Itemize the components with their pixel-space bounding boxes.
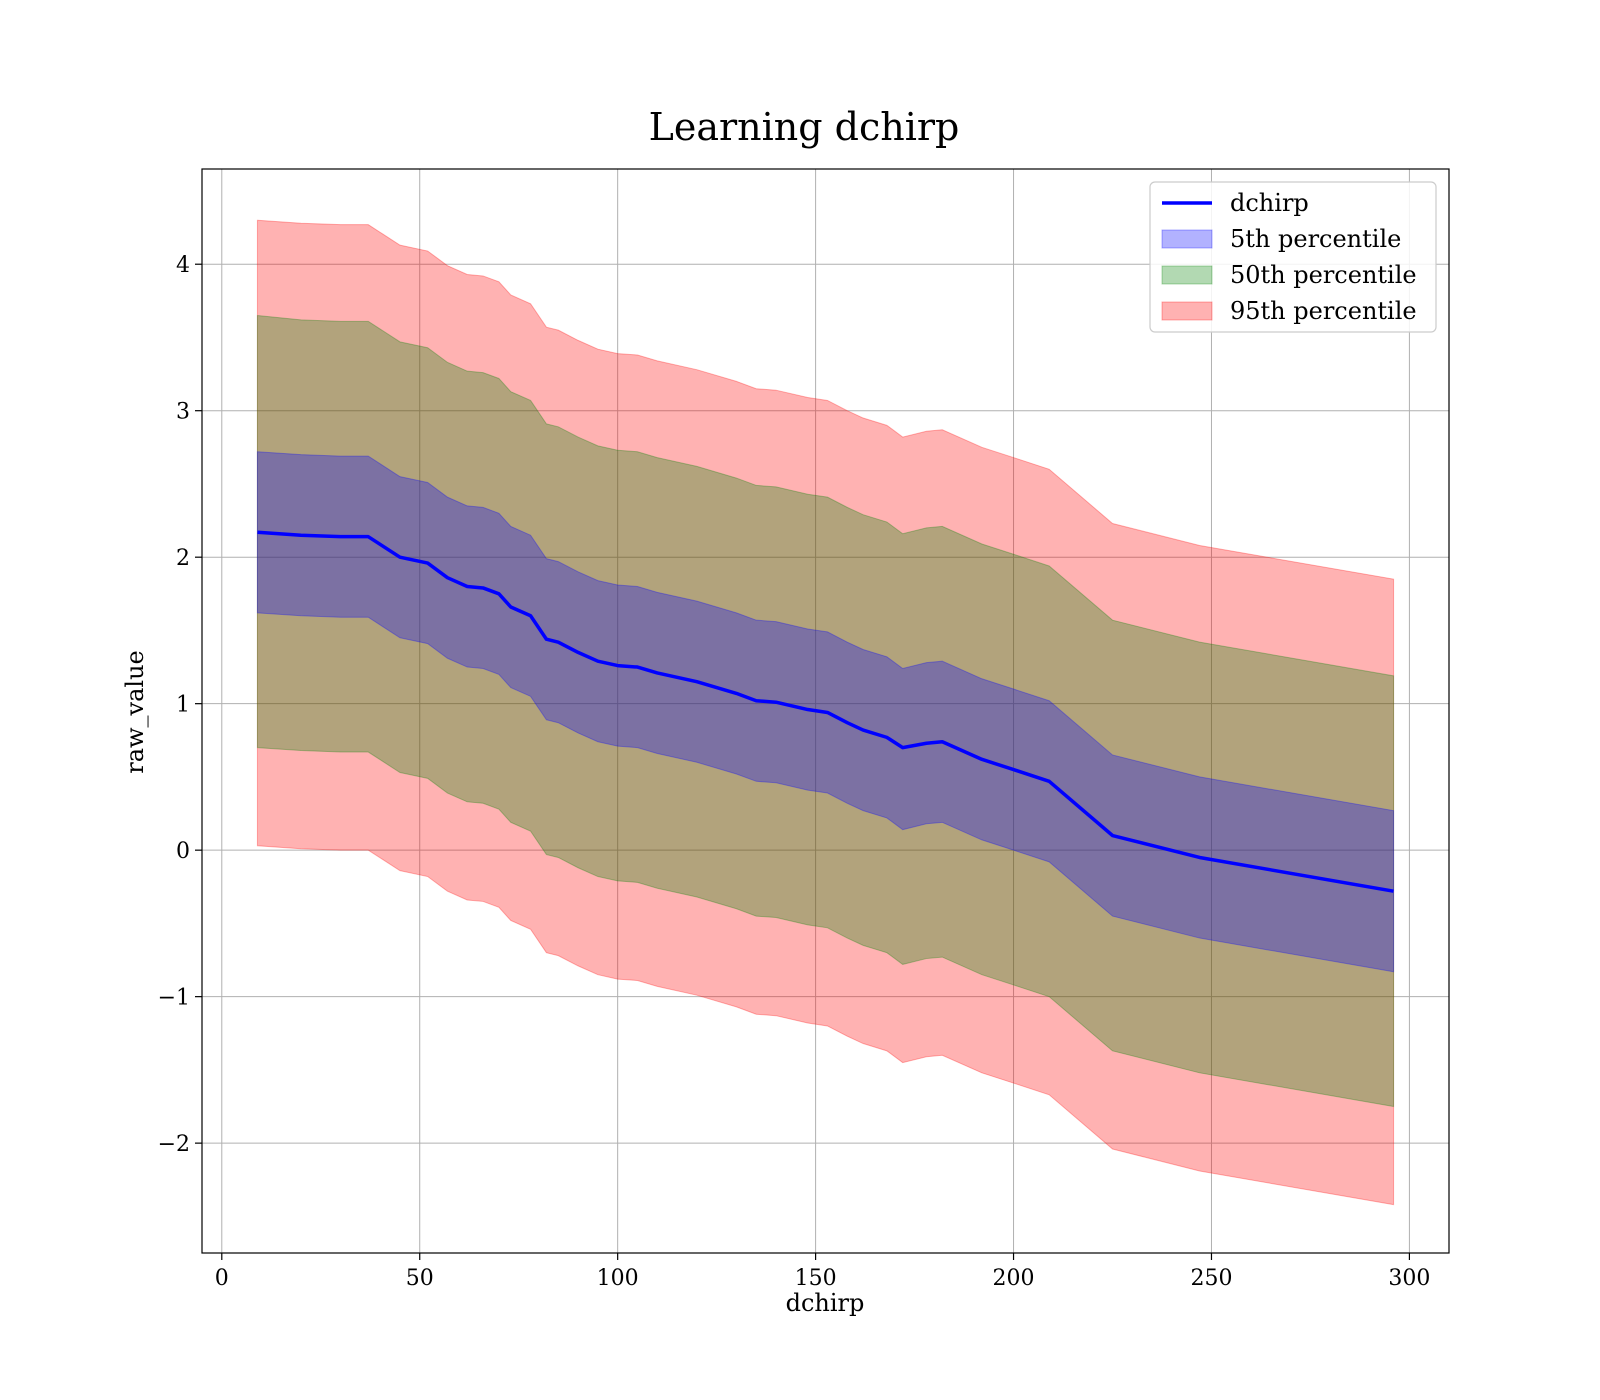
x-tick-label: 100 xyxy=(597,1266,639,1291)
legend-swatch xyxy=(1161,229,1213,249)
legend-swatch xyxy=(1161,301,1213,321)
x-axis: 0 50 100 150 200 250 300 xyxy=(215,1253,1430,1291)
x-tick-label: 0 xyxy=(215,1266,229,1291)
series-lines xyxy=(257,530,1394,893)
legend-box xyxy=(1149,181,1437,333)
x-tick-label: 50 xyxy=(406,1266,434,1291)
y-tick-label: −2 xyxy=(158,1132,190,1157)
y-tick-label: 0 xyxy=(176,839,190,864)
y-tick-label: 4 xyxy=(176,253,190,278)
x-tick-label: 200 xyxy=(993,1266,1035,1291)
y-tick-label: 3 xyxy=(176,400,190,425)
chart-title: Learning dchirp xyxy=(649,105,960,149)
legend-entries: dchirp 5th percentile 50th percentile 95th … xyxy=(1161,189,1417,325)
x-tick-label: 300 xyxy=(1388,1266,1430,1291)
legend-label: 50th percentile xyxy=(1230,261,1417,289)
y-axis-title: raw_value xyxy=(121,650,149,774)
legend: dchirp 5th percentile 50th percentile 95th … xyxy=(1149,181,1437,333)
plot-frame xyxy=(201,168,1450,1254)
legend-label: 5th percentile xyxy=(1230,225,1401,253)
plot-area xyxy=(201,168,1450,1254)
x-tick-label: 250 xyxy=(1190,1266,1232,1291)
y-tick-label: 1 xyxy=(176,693,190,718)
legend-label: dchirp xyxy=(1230,189,1309,217)
legend-label: 95th percentile xyxy=(1230,297,1417,325)
x-axis-title: dchirp xyxy=(786,1289,865,1317)
legend-swatch xyxy=(1161,265,1213,285)
y-axis: −2 −1 0 1 2 3 4 xyxy=(158,253,202,1157)
x-tick-label: 150 xyxy=(795,1266,837,1291)
series-line-dchirp xyxy=(257,530,1394,893)
y-tick-label: −1 xyxy=(158,986,190,1011)
y-tick-label: 2 xyxy=(176,546,190,571)
